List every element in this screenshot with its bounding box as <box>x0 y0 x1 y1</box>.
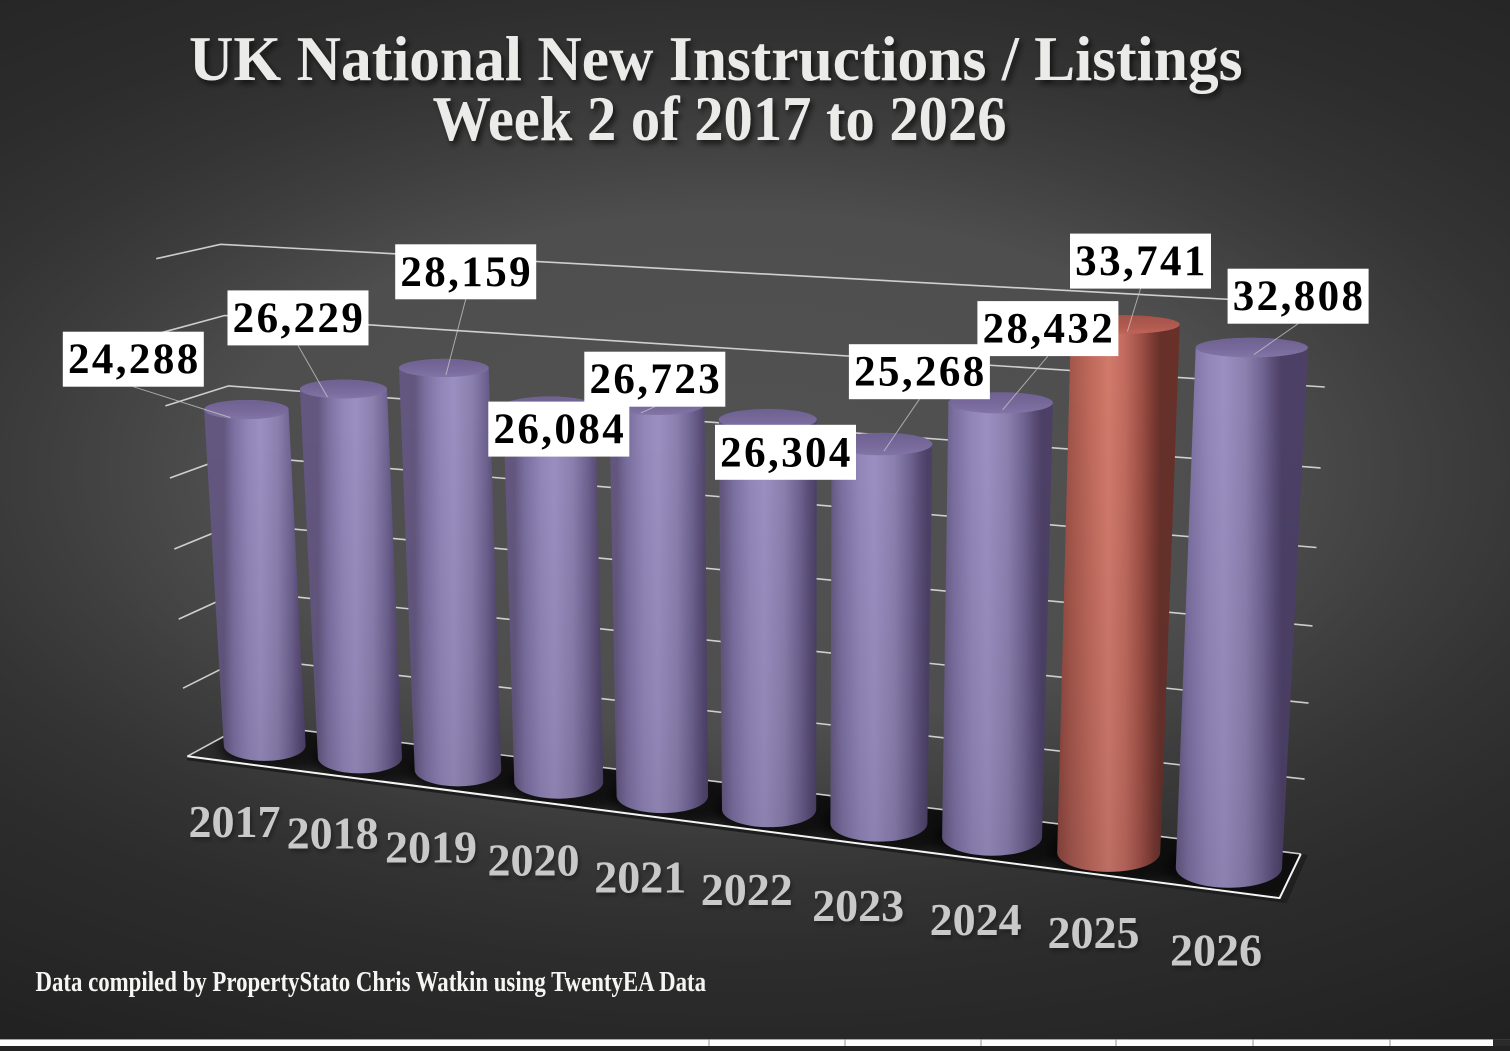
svg-text:2017: 2017 <box>189 797 281 847</box>
svg-text:Data compiled by PropertyStato: Data compiled by PropertyStato Chris Wat… <box>36 967 707 998</box>
svg-text:UK National New Instructions /: UK National New Instructions / Listings <box>189 23 1243 94</box>
svg-text:2018: 2018 <box>287 809 379 859</box>
svg-text:25,268: 25,268 <box>854 349 987 396</box>
svg-text:2023: 2023 <box>812 881 904 931</box>
svg-text:2024: 2024 <box>930 895 1022 945</box>
svg-text:2022: 2022 <box>701 865 793 915</box>
svg-text:2021: 2021 <box>594 852 686 902</box>
svg-text:28,432: 28,432 <box>983 306 1116 353</box>
svg-text:33,741: 33,741 <box>1075 238 1208 285</box>
svg-text:32,808: 32,808 <box>1233 273 1366 320</box>
svg-text:2025: 2025 <box>1048 908 1140 958</box>
svg-text:2020: 2020 <box>488 836 580 886</box>
svg-text:28,159: 28,159 <box>400 249 533 296</box>
svg-text:26,304: 26,304 <box>720 429 853 476</box>
svg-text:Week 2 of 2017 to 2026: Week 2 of 2017 to 2026 <box>433 84 1007 154</box>
svg-text:26,723: 26,723 <box>589 356 722 403</box>
svg-text:24,288: 24,288 <box>68 336 201 383</box>
svg-text:26,229: 26,229 <box>233 295 366 342</box>
svg-text:2026: 2026 <box>1170 926 1262 976</box>
svg-text:2019: 2019 <box>385 823 477 873</box>
svg-text:26,084: 26,084 <box>493 406 626 453</box>
